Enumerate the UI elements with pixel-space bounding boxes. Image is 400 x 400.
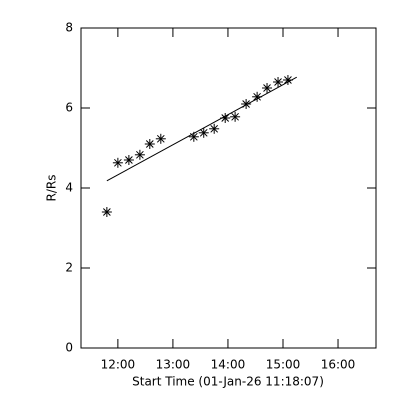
y-tick-label: 6 xyxy=(65,101,73,115)
marker-stroke xyxy=(221,114,230,122)
marker-stroke xyxy=(136,150,144,159)
marker-stroke xyxy=(284,76,292,84)
asterisk-marker xyxy=(209,123,220,134)
asterisk-marker xyxy=(123,155,134,165)
marker-stroke xyxy=(199,128,208,137)
x-tick-label: 16:00 xyxy=(321,358,356,372)
y-tick-label: 0 xyxy=(65,341,73,355)
y-tick-label: 4 xyxy=(65,181,73,195)
marker-stroke xyxy=(253,92,261,101)
marker-stroke xyxy=(145,140,154,148)
x-axis-label: Start Time (01-Jan-26 11:18:07) xyxy=(132,375,324,389)
asterisk-marker xyxy=(198,127,209,138)
y-tick-label: 8 xyxy=(65,21,73,35)
asterisk-marker xyxy=(101,207,112,217)
asterisk-marker xyxy=(155,133,166,144)
marker-stroke xyxy=(274,78,282,86)
marker-stroke xyxy=(156,134,165,143)
plot-frame xyxy=(80,27,377,349)
x-tick-label: 14:00 xyxy=(211,358,246,372)
marker-stroke xyxy=(263,84,271,92)
marker-stroke xyxy=(103,208,111,216)
x-tick-label: 12:00 xyxy=(101,358,136,372)
marker-stroke xyxy=(114,158,122,167)
marker-stroke xyxy=(125,156,133,164)
x-tick-label: 13:00 xyxy=(156,358,191,372)
marker-stroke xyxy=(231,112,239,121)
asterisk-marker xyxy=(134,149,145,160)
asterisk-marker xyxy=(144,139,155,149)
asterisk-marker xyxy=(241,99,252,109)
x-tick-label: 15:00 xyxy=(266,358,301,372)
y-tick-label: 2 xyxy=(65,261,73,275)
fit-line xyxy=(106,76,297,182)
marker-stroke xyxy=(189,132,198,141)
asterisk-marker xyxy=(273,77,284,87)
asterisk-marker xyxy=(262,83,273,93)
y-axis-label: R/Rs xyxy=(45,175,59,202)
asterisk-marker xyxy=(112,157,123,168)
marker-stroke xyxy=(210,124,219,133)
asterisk-marker xyxy=(230,111,241,122)
